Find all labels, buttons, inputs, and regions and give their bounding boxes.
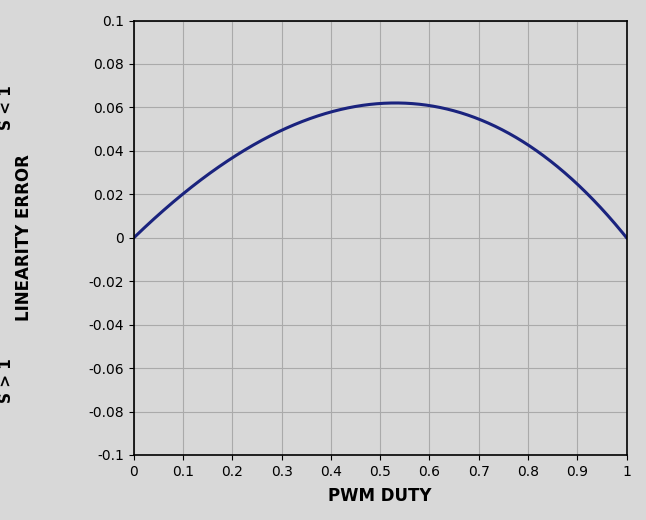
Text: S > 1: S > 1 xyxy=(0,359,14,404)
Y-axis label: LINEARITY ERROR: LINEARITY ERROR xyxy=(15,154,33,321)
Text: S < 1: S < 1 xyxy=(0,85,14,130)
X-axis label: PWM DUTY: PWM DUTY xyxy=(328,487,432,505)
